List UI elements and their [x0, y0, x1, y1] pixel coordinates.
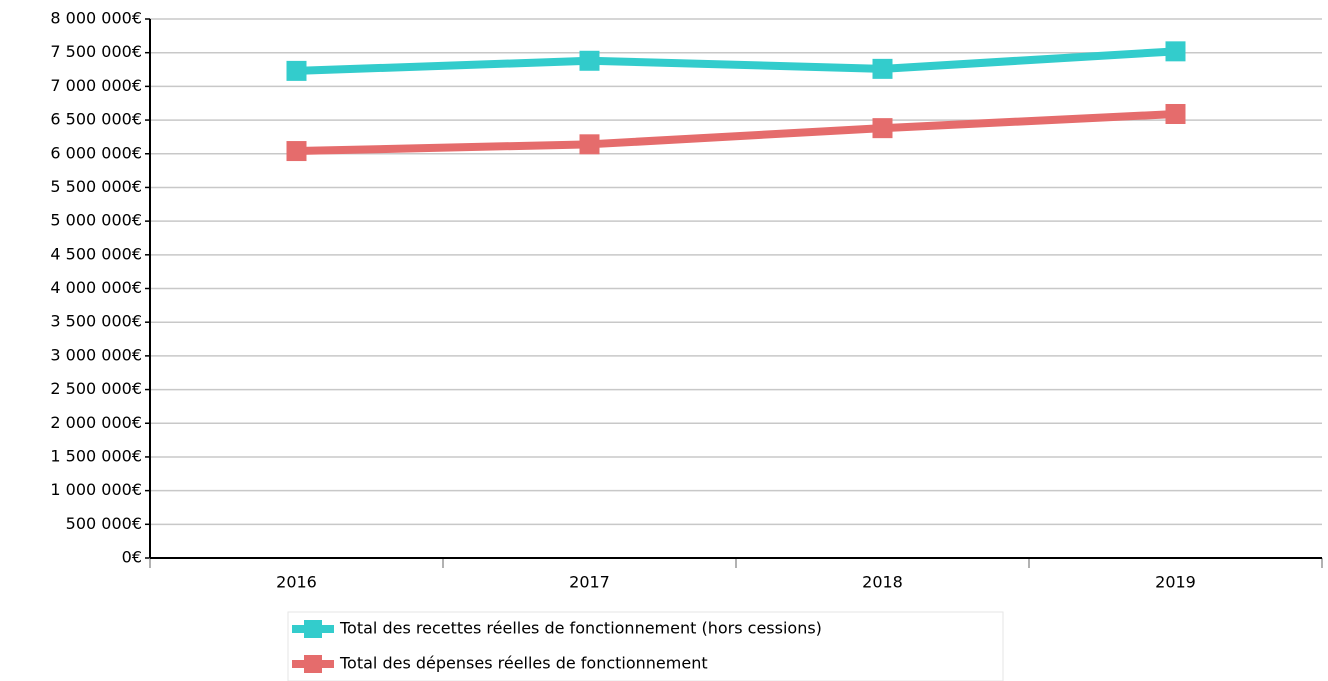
- x-tick-label: 2019: [1155, 573, 1196, 592]
- data-point: [579, 50, 600, 71]
- legend-box: [287, 611, 1004, 681]
- legend-label: Total des dépenses réelles de fonctionne…: [339, 654, 708, 673]
- y-tick-label: 5 500 000€: [50, 177, 142, 196]
- series-line: [296, 47, 1176, 75]
- y-tick-label: 2 500 000€: [50, 379, 142, 398]
- data-point: [872, 58, 893, 79]
- legend-marker: [304, 620, 322, 638]
- y-tick-label: 3 500 000€: [50, 312, 142, 331]
- y-tick-label: 2 000 000€: [50, 413, 142, 432]
- y-tick-label: 3 000 000€: [50, 345, 142, 364]
- y-tick-label: 6 000 000€: [50, 143, 142, 162]
- y-tick-label: 7 500 000€: [50, 42, 142, 61]
- y-tick-label: 0€: [122, 548, 142, 567]
- y-tick-label: 1 000 000€: [50, 480, 142, 499]
- data-point: [1165, 41, 1186, 62]
- y-tick-label: 8 000 000€: [50, 9, 142, 28]
- y-tick-label: 1 500 000€: [50, 446, 142, 465]
- y-tick-label: 500 000€: [66, 514, 142, 533]
- legend-marker: [304, 655, 322, 673]
- x-tick-label: 2016: [276, 573, 317, 592]
- data-point: [872, 118, 893, 139]
- y-tick-label: 4 500 000€: [50, 244, 142, 263]
- data-point: [1165, 103, 1186, 124]
- data-point: [286, 141, 307, 162]
- x-tick-label: 2018: [862, 573, 903, 592]
- y-tick-label: 7 000 000€: [50, 76, 142, 95]
- x-tick-label: 2017: [569, 573, 610, 592]
- y-tick-label: 5 000 000€: [50, 211, 142, 230]
- y-tick-label: 4 000 000€: [50, 278, 142, 297]
- y-tick-label: 6 500 000€: [50, 110, 142, 129]
- data-point: [579, 134, 600, 155]
- data-point: [286, 60, 307, 81]
- legend-label: Total des recettes réelles de fonctionne…: [339, 619, 822, 638]
- series-line: [296, 110, 1176, 156]
